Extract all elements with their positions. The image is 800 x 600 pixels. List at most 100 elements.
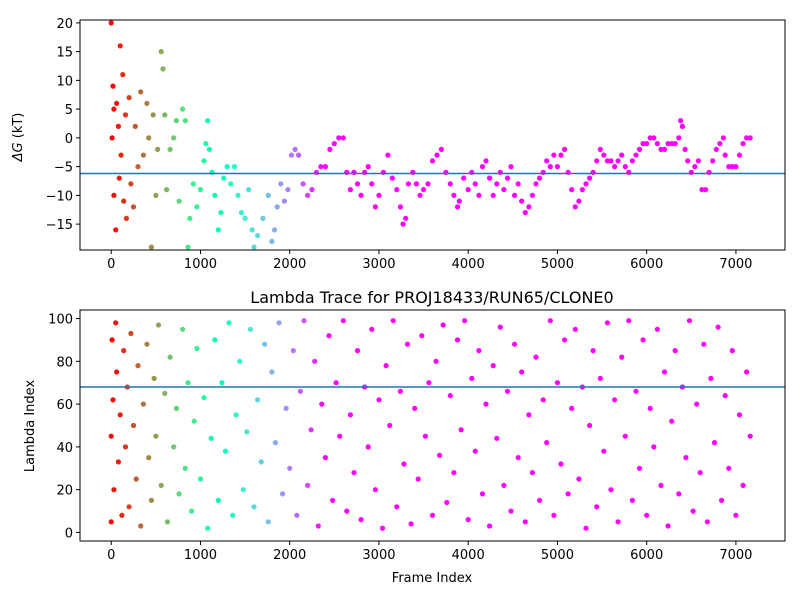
bottom-point — [205, 525, 211, 531]
bottom-point — [148, 497, 154, 503]
bottom-point — [108, 519, 114, 525]
bottom-point — [433, 358, 439, 364]
top-x-tick-label: 2000 — [273, 257, 306, 272]
top-point — [269, 238, 275, 244]
top-point — [640, 141, 646, 147]
top-y-axis-label-symbol: ΔG — [11, 142, 26, 162]
bottom-point — [640, 337, 646, 343]
top-point — [126, 95, 132, 101]
top-point — [579, 187, 586, 193]
top-point — [115, 123, 121, 129]
top-point — [153, 192, 159, 198]
bottom-point — [544, 440, 550, 446]
top-point — [206, 146, 212, 152]
top-point — [160, 66, 166, 72]
top-point — [171, 135, 177, 141]
top-axes-frame — [79, 19, 786, 251]
top-point — [246, 187, 252, 193]
bottom-point — [704, 519, 711, 525]
bottom-point — [565, 491, 571, 497]
bottom-point — [479, 491, 486, 497]
bottom-point — [465, 517, 471, 523]
top-point — [699, 187, 705, 193]
bottom-y-axis-label: Lambda Index — [23, 380, 38, 473]
bottom-axes-frame — [79, 309, 786, 542]
top-point — [529, 192, 536, 198]
bottom-point — [686, 318, 693, 324]
top-y-tick-label: 5 — [65, 103, 73, 118]
bottom-point — [315, 523, 321, 529]
top-point — [118, 152, 124, 158]
top-point — [547, 164, 553, 170]
top-point — [249, 227, 255, 233]
bottom-point — [697, 470, 703, 476]
top-point — [654, 141, 661, 147]
bottom-point — [629, 497, 636, 503]
top-point — [309, 187, 315, 193]
top-y-axis-label: ΔG (kT) — [11, 113, 26, 163]
top-points — [108, 20, 753, 250]
top-point — [185, 244, 191, 250]
bottom-point — [379, 525, 386, 531]
top-point — [397, 204, 403, 210]
top-point — [629, 158, 636, 164]
bottom-point — [354, 348, 361, 354]
bottom-point — [158, 482, 164, 488]
top-point — [583, 181, 589, 187]
top-point — [619, 152, 625, 158]
bottom-point — [454, 337, 461, 343]
bottom-point — [711, 440, 718, 446]
bottom-point — [262, 341, 268, 347]
top-point — [434, 152, 440, 158]
bottom-point — [415, 476, 421, 482]
top-point — [194, 204, 200, 210]
top-y-tick-label: −10 — [46, 189, 73, 204]
top-point — [429, 158, 436, 164]
bottom-point — [164, 519, 171, 525]
top-point — [483, 158, 489, 164]
top-point — [347, 187, 353, 193]
top-point — [722, 152, 728, 158]
bottom-point — [487, 523, 493, 529]
top-point — [385, 152, 391, 158]
bottom-point — [230, 512, 236, 518]
bottom-point — [133, 476, 139, 482]
bottom-point — [394, 504, 400, 510]
bottom-point — [344, 508, 350, 514]
top-point — [572, 204, 578, 210]
bottom-point — [440, 322, 446, 328]
top-point — [251, 244, 257, 250]
bottom-point — [151, 375, 157, 381]
top-point — [190, 181, 196, 187]
top-point — [651, 135, 657, 141]
bottom-point — [572, 326, 578, 332]
top-point — [703, 187, 709, 193]
top-point — [522, 210, 528, 216]
bottom-point — [115, 459, 121, 465]
bottom-point — [412, 405, 418, 411]
bottom-point — [376, 397, 382, 403]
bottom-point — [247, 326, 253, 332]
bottom-point — [290, 348, 296, 354]
bottom-point — [135, 363, 141, 369]
top-point — [587, 175, 593, 181]
top-point — [108, 20, 114, 26]
top-point — [238, 210, 245, 216]
bottom-x-tick-label: 0 — [107, 548, 115, 563]
top-point — [403, 215, 409, 221]
top-point — [562, 146, 568, 152]
bottom-point — [558, 461, 564, 467]
top-point — [633, 152, 639, 158]
bottom-point — [297, 388, 303, 394]
bottom-point — [504, 388, 511, 394]
bottom-point — [526, 412, 532, 418]
bottom-point — [111, 487, 117, 493]
top-point — [111, 106, 117, 112]
top-point — [300, 181, 306, 187]
bottom-point — [661, 369, 668, 375]
top-point — [537, 175, 543, 181]
top-point — [425, 181, 431, 187]
top-point — [508, 164, 514, 170]
top-point — [740, 141, 746, 147]
bottom-point — [633, 388, 639, 394]
